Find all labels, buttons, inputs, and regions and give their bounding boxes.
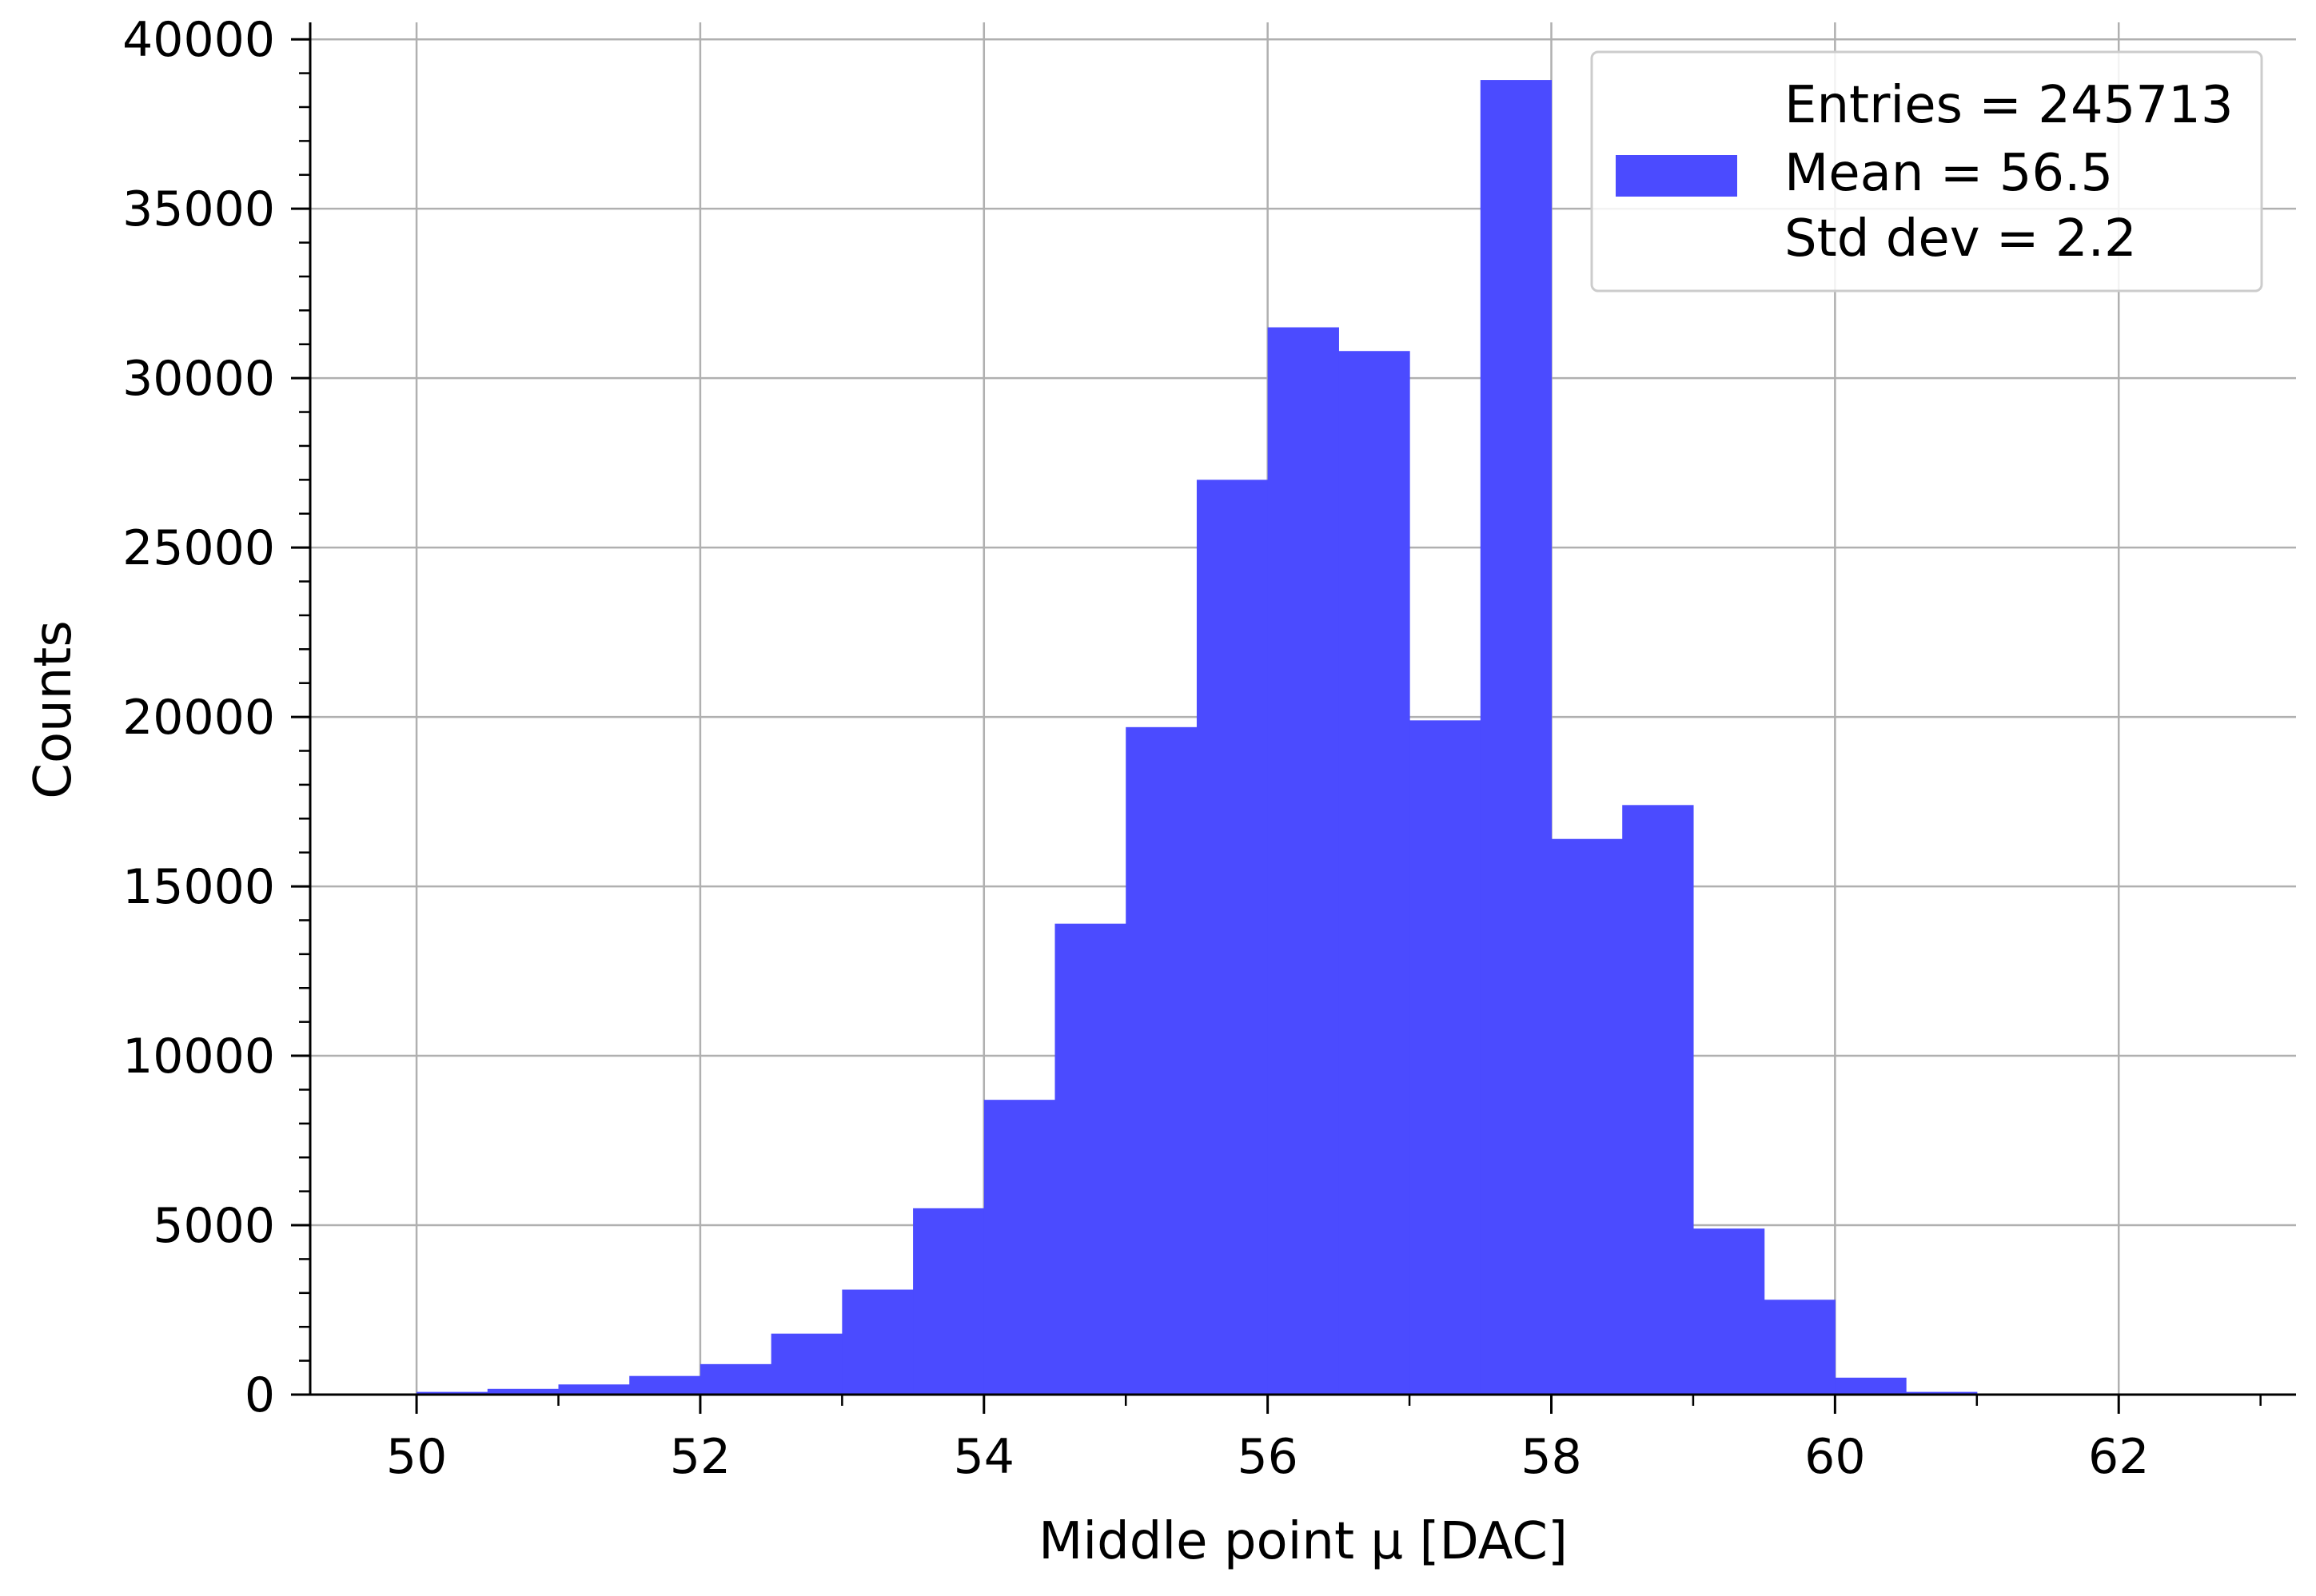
x-axis-label: Middle point μ [DAC] bbox=[1038, 1512, 1568, 1571]
histogram-bar bbox=[1551, 838, 1623, 1395]
x-ticks: 50 52 54 56 58 60 62 bbox=[386, 1395, 2262, 1485]
histogram-bar bbox=[1480, 80, 1553, 1395]
y-axis-label: Counts bbox=[24, 620, 83, 798]
y-tick-label: 0 bbox=[245, 1367, 275, 1423]
histogram-bar bbox=[1196, 480, 1269, 1395]
legend-mean: Mean = 56.5 bbox=[1784, 144, 2113, 203]
y-tick-label: 40000 bbox=[122, 12, 275, 68]
histogram-bar bbox=[1126, 726, 1198, 1395]
legend-entries: Entries = 245713 bbox=[1784, 76, 2234, 135]
histogram-bar bbox=[1409, 720, 1481, 1395]
y-tick-label: 30000 bbox=[122, 351, 275, 407]
y-tick-label: 15000 bbox=[122, 859, 275, 915]
y-tick-label: 10000 bbox=[122, 1029, 275, 1085]
histogram-bar bbox=[1764, 1299, 1836, 1395]
x-tick-label: 56 bbox=[1237, 1429, 1298, 1485]
histogram-bar bbox=[1622, 805, 1694, 1395]
histogram-bar bbox=[1054, 923, 1126, 1395]
legend-frame bbox=[1590, 50, 2263, 293]
x-tick-label: 54 bbox=[954, 1429, 1014, 1485]
histogram-bar bbox=[913, 1208, 985, 1395]
x-tick-label: 62 bbox=[2088, 1429, 2149, 1485]
y-tick-label: 20000 bbox=[122, 690, 275, 746]
axes bbox=[309, 22, 2296, 1396]
legend-std-dev: Std dev = 2.2 bbox=[1784, 209, 2137, 269]
y-tick-label: 5000 bbox=[153, 1198, 275, 1254]
legend: Entries = 245713 Mean = 56.5 Std dev = 2… bbox=[1590, 50, 2263, 293]
x-tick-label: 52 bbox=[670, 1429, 731, 1485]
histogram-bar bbox=[1692, 1228, 1765, 1395]
y-tick-label: 25000 bbox=[122, 520, 275, 576]
histogram-bar bbox=[629, 1375, 701, 1395]
histogram-bar bbox=[558, 1384, 630, 1395]
x-tick-label: 58 bbox=[1521, 1429, 1581, 1485]
histogram-bar bbox=[983, 1100, 1056, 1395]
histogram-bar bbox=[1338, 351, 1410, 1395]
y-ticks: 0 5000 10000 15000 20000 25000 30000 35000 40000 bbox=[122, 12, 310, 1423]
y-tick-label: 35000 bbox=[122, 181, 275, 237]
histogram-bar bbox=[1835, 1377, 1907, 1395]
histogram-bar bbox=[771, 1333, 843, 1395]
histogram-bars bbox=[417, 80, 2119, 1395]
x-tick-label: 50 bbox=[386, 1429, 447, 1485]
legend-swatch bbox=[1616, 155, 1737, 197]
histogram-bar bbox=[417, 1391, 488, 1395]
x-tick-label: 60 bbox=[1804, 1429, 1865, 1485]
histogram-bar bbox=[1906, 1391, 1978, 1395]
histogram-bar bbox=[700, 1363, 772, 1395]
histogram-bar bbox=[1267, 327, 1339, 1395]
histogram-bar bbox=[842, 1289, 914, 1395]
histogram-bar bbox=[487, 1388, 560, 1395]
